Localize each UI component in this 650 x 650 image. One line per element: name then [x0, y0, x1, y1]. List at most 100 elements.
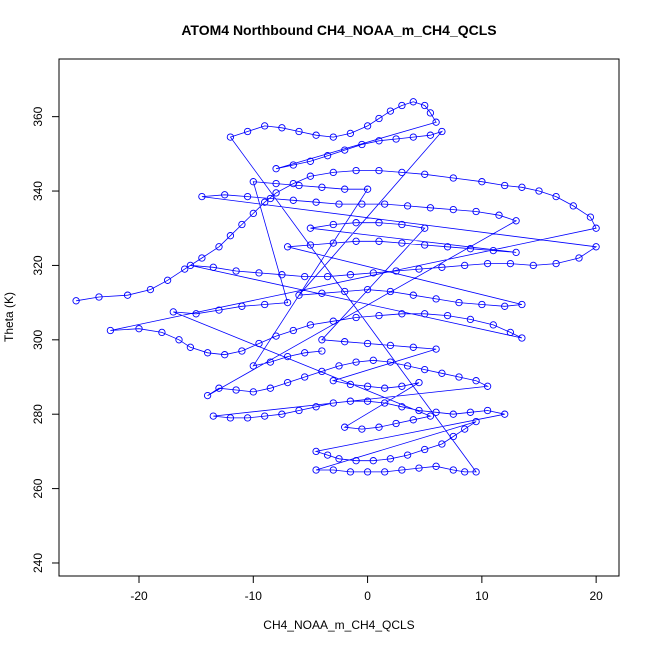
data-point	[341, 185, 349, 193]
data-point	[381, 468, 389, 476]
data-point	[443, 311, 452, 320]
data-point	[375, 423, 383, 431]
data-point	[283, 378, 292, 387]
data-point	[181, 265, 189, 273]
data-point	[363, 468, 372, 476]
data-layer	[72, 98, 600, 476]
data-point	[352, 219, 360, 227]
data-point	[266, 384, 275, 392]
data-point	[472, 417, 480, 426]
data-point	[512, 248, 520, 257]
data-point	[312, 403, 320, 411]
data-point	[455, 298, 463, 307]
data-point	[398, 220, 406, 229]
data-point	[272, 179, 280, 188]
data-point	[478, 300, 486, 309]
data-point	[409, 416, 417, 424]
y-tick-label: 320	[31, 255, 45, 275]
data-point	[363, 339, 372, 348]
data-point	[215, 243, 223, 251]
data-point	[432, 408, 440, 416]
data-point	[283, 352, 292, 361]
data-point	[421, 365, 429, 374]
data-point	[341, 338, 349, 346]
data-point	[329, 317, 337, 325]
data-point	[386, 341, 395, 350]
data-point	[426, 131, 435, 139]
x-tick-label: 0	[364, 589, 371, 603]
data-point	[381, 384, 389, 392]
data-point	[278, 410, 286, 418]
data-point	[306, 172, 315, 180]
data-point	[501, 410, 509, 418]
data-point	[329, 168, 337, 177]
data-point	[438, 369, 446, 377]
data-point	[329, 399, 337, 407]
data-point	[295, 181, 303, 190]
data-point	[323, 272, 332, 281]
data-point	[489, 246, 497, 255]
data-point	[318, 183, 326, 191]
data-point	[386, 455, 395, 463]
data-point	[95, 293, 103, 301]
y-tick-label: 240	[31, 553, 45, 573]
data-point	[243, 127, 252, 136]
data-point	[352, 457, 360, 465]
data-point	[461, 468, 469, 476]
data-point	[249, 178, 257, 186]
data-point	[375, 114, 383, 123]
y-tick-label: 260	[31, 478, 45, 498]
data-point	[341, 423, 349, 431]
data-point	[518, 334, 526, 342]
data-point	[392, 267, 400, 275]
data-point	[398, 403, 406, 411]
data-point	[283, 243, 292, 251]
data-point	[283, 298, 292, 307]
data-point	[421, 310, 429, 318]
data-point	[403, 362, 412, 370]
data-point	[312, 198, 320, 206]
data-point	[335, 200, 343, 208]
data-point	[243, 414, 252, 422]
data-point	[495, 211, 503, 219]
data-point	[232, 267, 240, 275]
data-point	[403, 202, 412, 210]
data-point	[386, 287, 395, 296]
data-point	[426, 109, 435, 117]
data-point	[106, 326, 115, 335]
data-point	[438, 127, 446, 136]
data-point	[363, 122, 372, 130]
data-point	[261, 412, 269, 420]
data-point	[352, 166, 360, 175]
data-point	[506, 259, 515, 268]
data-point	[163, 276, 172, 284]
data-point	[352, 237, 360, 245]
data-point	[226, 414, 235, 422]
data-point	[552, 259, 560, 268]
data-point	[455, 373, 463, 381]
y-axis: 240 260 280 300 320 340 360	[31, 106, 60, 573]
data-point	[415, 406, 423, 415]
data-point	[415, 378, 423, 387]
data-point	[398, 168, 406, 177]
data-point	[552, 192, 560, 201]
data-point	[501, 302, 509, 310]
data-point	[346, 397, 355, 405]
data-point	[569, 202, 577, 210]
data-point	[483, 259, 492, 268]
data-point	[123, 291, 132, 299]
data-point	[266, 194, 275, 203]
data-point	[529, 261, 537, 270]
data-point	[243, 192, 252, 201]
data-point	[358, 140, 366, 149]
data-point	[472, 377, 480, 385]
data-point	[186, 343, 195, 351]
data-point	[483, 406, 492, 415]
data-point	[272, 332, 280, 340]
data-point	[329, 239, 337, 247]
data-point	[409, 343, 417, 351]
data-point	[449, 174, 457, 182]
data-point	[466, 315, 475, 324]
data-point	[255, 269, 263, 277]
